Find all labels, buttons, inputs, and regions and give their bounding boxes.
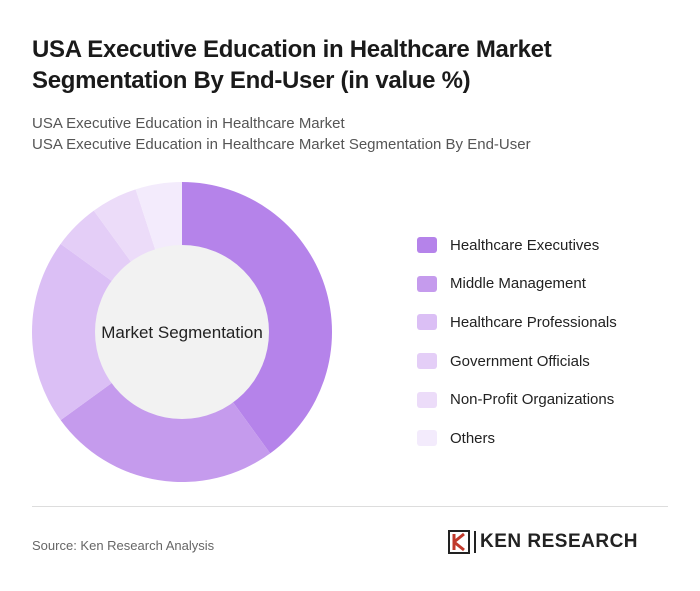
legend-swatch: [417, 314, 437, 331]
logo-icon: [448, 530, 470, 554]
legend-item: Healthcare Executives: [417, 226, 617, 265]
legend-label: Non-Profit Organizations: [450, 391, 615, 409]
legend-swatch: [417, 237, 437, 254]
donut-hole: [95, 245, 269, 419]
divider: [32, 506, 668, 507]
chart-subtitle: USA Executive Education in Healthcare Ma…: [32, 115, 345, 132]
legend-label: Others: [450, 429, 496, 447]
legend-swatch: [417, 275, 437, 292]
legend-swatch: [417, 391, 437, 408]
donut-chart: Market Segmentation: [31, 182, 332, 482]
legend-item: Non-Profit Organizations: [417, 380, 617, 419]
legend-item: Others: [417, 419, 617, 458]
legend-item: Middle Management: [417, 265, 617, 304]
legend-item: Healthcare Professionals: [417, 303, 617, 342]
legend-swatch: [417, 353, 437, 370]
legend-label: Healthcare Executives: [450, 236, 600, 254]
ken-research-logo: KEN RESEARCH: [448, 530, 638, 554]
legend-swatch: [417, 430, 437, 447]
source-note: Source: Ken Research Analysis: [32, 538, 215, 553]
legend-label: Government Officials: [450, 352, 590, 370]
legend-label: Middle Management: [450, 275, 586, 293]
chart-title: USA Executive Education in Healthcare Ma…: [32, 36, 552, 94]
legend-item: Government Officials: [417, 342, 617, 381]
legend-label: Healthcare Professionals: [450, 313, 617, 331]
chart-subtitle-2: USA Executive Education in Healthcare Ma…: [32, 136, 531, 153]
center-label: Market Segmentation: [101, 323, 263, 342]
logo-text: KEN RESEARCH: [480, 531, 639, 552]
legend: Healthcare Executives Middle Management He…: [417, 226, 617, 458]
